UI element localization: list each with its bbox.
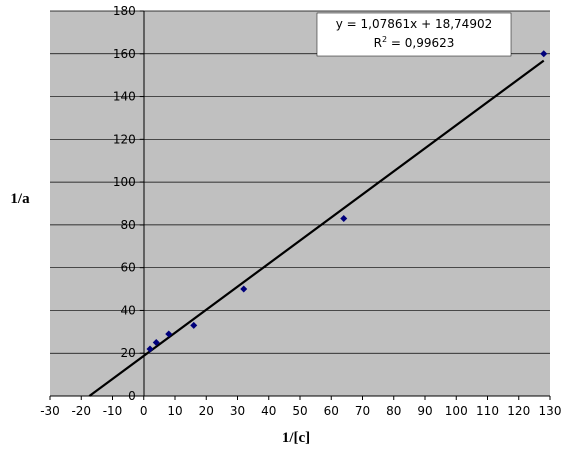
data-points bbox=[146, 50, 548, 353]
r-squared: R2 = 0,99623 bbox=[374, 35, 455, 50]
x-ticks: -30 -20 -10 0 10 20 30 40 50 60 70 80 90 100 110 120 130 bbox=[40, 396, 561, 418]
r-squared-exponent: 2 bbox=[382, 35, 387, 44]
x-tick-label: 50 bbox=[292, 404, 307, 418]
trendline-equation: y = 1,07861x + 18,74902 bbox=[336, 17, 492, 31]
data-point bbox=[240, 285, 248, 293]
y-tick-label: 60 bbox=[120, 261, 135, 275]
x-tick-label: 40 bbox=[261, 404, 276, 418]
x-tick-label: -30 bbox=[40, 404, 60, 418]
y-tick-label: 100 bbox=[113, 175, 136, 189]
data-point bbox=[540, 50, 548, 58]
y-axis-title: 1/a bbox=[10, 191, 30, 207]
y-tick-label: 0 bbox=[128, 389, 136, 403]
x-tick-label: 30 bbox=[230, 404, 245, 418]
data-point bbox=[146, 345, 154, 353]
x-tick-label: 10 bbox=[167, 404, 182, 418]
y-tick-label: 140 bbox=[113, 90, 136, 104]
x-tick-label: 0 bbox=[140, 404, 148, 418]
x-tick-label: 60 bbox=[324, 404, 339, 418]
y-tick-label: 20 bbox=[120, 346, 135, 360]
y-tick-label: 180 bbox=[113, 4, 136, 18]
data-point bbox=[190, 321, 198, 329]
equation-box: y = 1,07861x + 18,74902 R2 = 0,99623 bbox=[316, 12, 512, 57]
gridlines bbox=[50, 10, 550, 354]
y-tick-label: 80 bbox=[120, 218, 135, 232]
trendline bbox=[88, 59, 545, 397]
x-tick-label: -20 bbox=[71, 404, 91, 418]
data-point bbox=[340, 214, 348, 222]
data-point bbox=[165, 330, 173, 338]
x-tick-label: 90 bbox=[417, 404, 432, 418]
x-tick-label: 110 bbox=[476, 404, 499, 418]
x-tick-label: -10 bbox=[103, 404, 123, 418]
x-axis-title: 1/[c] bbox=[282, 430, 310, 446]
x-tick-label: 70 bbox=[355, 404, 370, 418]
x-tick-label: 130 bbox=[539, 404, 562, 418]
x-tick-label: 80 bbox=[386, 404, 401, 418]
x-tick-label: 20 bbox=[199, 404, 214, 418]
x-tick-label: 120 bbox=[507, 404, 530, 418]
y-tick-label: 120 bbox=[113, 132, 136, 146]
plot-area bbox=[50, 11, 550, 396]
y-tick-label: 160 bbox=[113, 47, 136, 61]
x-tick-label: 100 bbox=[445, 404, 468, 418]
y-ticks: 0 20 40 60 80 100 120 140 160 180 bbox=[113, 4, 144, 403]
y-tick-label: 40 bbox=[120, 303, 135, 317]
data-point bbox=[152, 339, 160, 347]
